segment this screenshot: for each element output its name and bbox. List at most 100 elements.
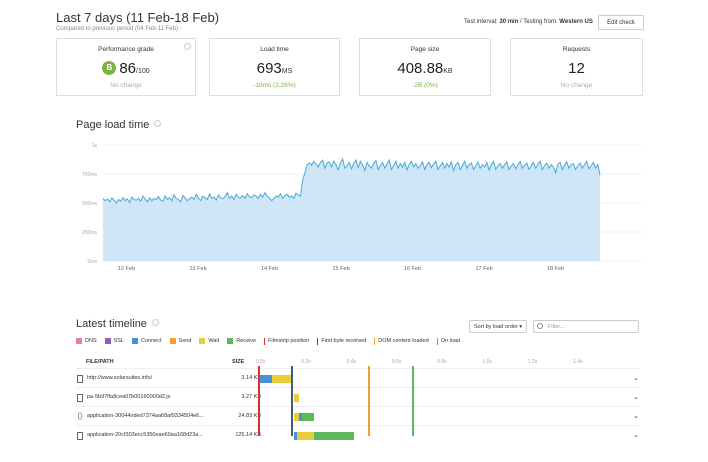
- legend-item: DNS: [76, 338, 97, 344]
- chevron-down-icon: ▾: [519, 324, 523, 330]
- expand-chevron-icon[interactable]: ⌄: [633, 413, 639, 420]
- row-file-path: application-20cf303ecc5350eae60aa168d23a…: [87, 432, 203, 438]
- load-time-card: Load time 693MS -16ms (2.26%): [209, 38, 340, 96]
- legend-item: Receive: [227, 338, 256, 344]
- timing-segment-receive: [314, 432, 354, 440]
- expand-chevron-icon[interactable]: ⌄: [633, 375, 639, 382]
- y-tick-label: 250ms: [82, 230, 98, 236]
- x-tick-label: 18 Feb: [547, 266, 564, 272]
- legend-item: First byte received: [317, 337, 366, 345]
- legend-label: Filmstrip position: [268, 338, 310, 344]
- load-time-delta: -16ms (2.26%): [253, 82, 296, 89]
- page-size-card: Page size 408.88KB -2B (0%): [359, 38, 491, 96]
- timeline-title-text: Latest timeline: [76, 318, 147, 330]
- timeline-tick-label: 1.2s: [527, 359, 538, 365]
- code-file-icon: {}: [77, 413, 83, 420]
- page-load-chart: 1s 750ms 500ms 250ms 0ms 12 Feb 13 Feb 14 Feb 15…: [82, 143, 642, 272]
- legend-label: Wait: [208, 338, 220, 344]
- y-tick-label: 0ms: [88, 259, 98, 265]
- legend-label: DOM content loaded: [378, 338, 429, 344]
- legend-swatch: [104, 338, 111, 344]
- load-time-value: 693MS: [210, 60, 339, 77]
- grade-unit: /100: [136, 68, 150, 75]
- row-file-size: 3.27 KB: [241, 394, 261, 400]
- file-icon: [77, 432, 83, 440]
- requests-card: Requests 12 No change: [510, 38, 643, 96]
- file-path-header: FILE/PATH: [86, 359, 114, 365]
- timeline-tick-label: 1.0s: [482, 359, 492, 365]
- legend-swatch: [132, 338, 139, 344]
- legend-swatch: [169, 338, 176, 344]
- legend-swatch: [227, 338, 234, 344]
- page-title: Last 7 days (11 Feb-18 Feb): [56, 10, 220, 25]
- row-file-path: pa-5b97ffa8cea07b00160000d2.js: [87, 394, 171, 400]
- grade-number: 86: [119, 60, 137, 77]
- file-icon: [77, 375, 83, 383]
- timeline-legend: DNS SSL Connect Send Wait Receive Filmstrip po…: [76, 336, 468, 346]
- page-size-value: 408.88KB: [360, 60, 490, 77]
- series-line: [102, 157, 601, 204]
- timeline-title: Latest timeline: [76, 318, 159, 330]
- x-tick-label: 17 Feb: [476, 266, 493, 272]
- page-size-unit: KB: [443, 68, 453, 75]
- grade-badge: B: [102, 61, 117, 75]
- card-label: Page size: [410, 46, 440, 53]
- marker-first-byte: [291, 366, 293, 436]
- test-interval-value: 30 min: [499, 19, 519, 25]
- filter-input[interactable]: Filter...: [533, 320, 639, 333]
- sort-select-label: Sort by load order: [474, 324, 518, 330]
- help-icon[interactable]: [151, 319, 159, 326]
- sort-select[interactable]: Sort by load order ▾: [469, 320, 527, 333]
- testing-from-value: Western US: [559, 19, 593, 25]
- test-info: Test interval: 30 min / Testing from: We…: [464, 19, 593, 25]
- comparison-subtitle: Compared to previous period (04 Feb-11 F…: [56, 26, 178, 32]
- legend-item: Send: [169, 338, 192, 344]
- row-file-size: 24.83 KB: [238, 413, 261, 419]
- x-tick-label: 16 Feb: [404, 266, 421, 272]
- edit-check-button[interactable]: Edit check: [598, 15, 644, 30]
- legend-item: Filmstrip position: [264, 337, 310, 345]
- timing-segment-wait: [272, 375, 292, 383]
- page-size-delta: -2B (0%): [412, 82, 438, 89]
- timeline-header: FILE/PATH SIZE 0.0s 0.2s 0.4s 0.6s 0.8s 1.0s 1…: [76, 357, 640, 367]
- testing-from-label: / Testing from:: [520, 19, 558, 25]
- x-tick-label: 13 Feb: [190, 266, 207, 272]
- timeline-tick-label: 1.4s: [573, 359, 583, 365]
- info-icon[interactable]: [184, 43, 191, 50]
- grade-value: B 86/100: [57, 60, 195, 77]
- timing-segment-connect: [294, 432, 297, 440]
- chart-title: Page load time: [76, 119, 162, 131]
- timeline-tick-label: 0.2s: [301, 359, 311, 365]
- legend-label: Send: [178, 338, 192, 344]
- timeline-row[interactable]: application-20cf303ecc5350eae60aa168d23a…: [76, 425, 640, 445]
- card-label: Performance grade: [98, 46, 154, 53]
- chart-title-text: Page load time: [76, 119, 150, 131]
- timing-segment-wait: [294, 413, 299, 421]
- timeline-row[interactable]: pa-5b97ffa8cea07b00160000d2.js 3.27 KB ⌄: [76, 387, 640, 407]
- legend-swatch: [317, 337, 319, 345]
- timeline-tick-label: 0.6s: [391, 359, 402, 365]
- timeline-row[interactable]: {} application-30044oded7374aa68af9334504…: [76, 406, 640, 426]
- card-label: Requests: [562, 46, 591, 53]
- y-tick-label: 500ms: [82, 201, 98, 207]
- file-icon: [77, 394, 83, 402]
- help-icon[interactable]: [154, 120, 162, 127]
- legend-label: On load: [440, 338, 460, 344]
- row-file-size: 3.14 KB: [241, 375, 261, 381]
- x-tick-label: 12 Feb: [118, 266, 135, 272]
- marker-dom-content: [368, 366, 370, 436]
- requests-delta: No change: [560, 82, 593, 89]
- requests-value: 12: [568, 60, 585, 77]
- timing-segment-connect: [299, 413, 302, 421]
- expand-chevron-icon[interactable]: ⌄: [633, 394, 639, 401]
- row-file-path: http://www.solarsuites.info/: [87, 375, 153, 381]
- legend-label: DNS: [85, 338, 97, 344]
- timing-segment-wait: [297, 432, 314, 440]
- legend-swatch: [199, 338, 206, 344]
- row-file-path: application-30044oded7374aa68af9334504e6…: [87, 413, 204, 419]
- timeline-tick-label: 0.8s: [437, 359, 447, 365]
- timeline-row[interactable]: http://www.solarsuites.info/3.14 KB ⌄: [76, 368, 640, 388]
- expand-chevron-icon[interactable]: ⌄: [633, 432, 639, 439]
- marker-on-load: [412, 366, 414, 436]
- legend-item: DOM content loaded: [374, 337, 429, 345]
